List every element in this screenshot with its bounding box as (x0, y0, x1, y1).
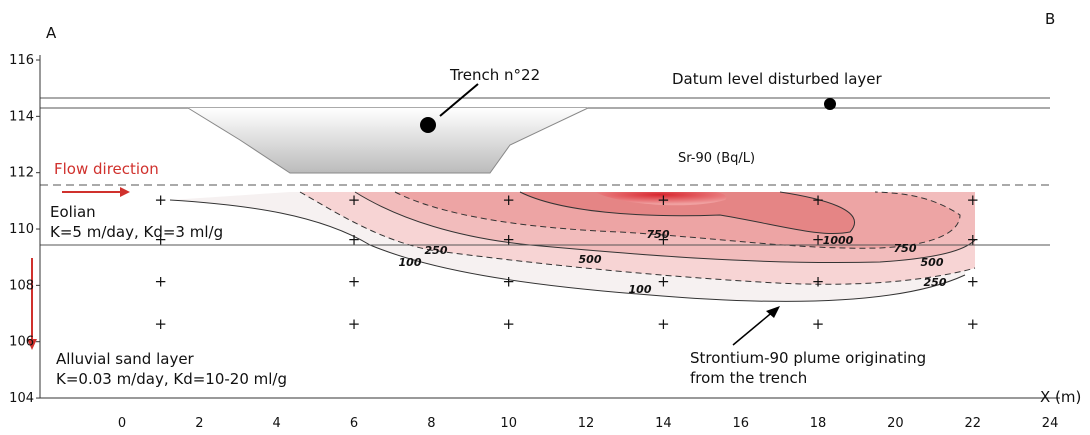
sample-point: + (154, 191, 167, 209)
sample-point: + (812, 191, 825, 209)
y-tick-label: 112 (9, 166, 34, 181)
layer-name: Alluvial sand layer (56, 350, 195, 368)
sample-point: + (348, 191, 361, 209)
trench (187, 107, 589, 174)
datum-dot (824, 98, 836, 110)
contour-label: 250 (425, 244, 448, 257)
y-tick-label: 108 (9, 278, 34, 293)
sample-point: + (812, 315, 825, 333)
x-tick-label: 18 (810, 416, 827, 431)
sample-point: + (502, 273, 515, 291)
y-tick-label: 106 (9, 335, 34, 350)
note: from the trench (690, 369, 807, 387)
corner-label: B (1045, 10, 1055, 28)
note: Strontium-90 plume originating (690, 349, 926, 367)
sample-point: + (502, 191, 515, 209)
trench-label: Trench n°22 (449, 66, 540, 84)
contour-label: 500 (579, 253, 602, 266)
x-tick-label: 12 (578, 416, 595, 431)
sample-point: + (812, 273, 825, 291)
x-tick-label: 20 (887, 416, 904, 431)
sample-point: + (154, 230, 167, 248)
plume-pointer (732, 309, 776, 346)
sample-point: + (657, 230, 670, 248)
units-label: Sr-90 (Bq/L) (678, 151, 755, 166)
sample-point: + (966, 230, 979, 248)
y-tick-label: 104 (9, 391, 34, 406)
sample-point: + (502, 230, 515, 248)
sample-point: + (348, 230, 361, 248)
trench-dot (420, 117, 436, 133)
contour-label: 100 (399, 256, 422, 269)
flow-label: Flow direction (54, 160, 159, 178)
sample-point: + (657, 273, 670, 291)
x-tick-label: 22 (964, 416, 981, 431)
sample-point: + (966, 191, 979, 209)
sample-point: + (966, 315, 979, 333)
x-tick-label: 0 (118, 416, 126, 431)
x-tick-label: 6 (350, 416, 358, 431)
sample-point: + (348, 273, 361, 291)
x-axis-label: X (m) (1040, 388, 1081, 406)
sample-point: + (966, 273, 979, 291)
sample-point: + (348, 315, 361, 333)
arrow-head (120, 187, 130, 197)
contour-label: 500 (921, 256, 944, 269)
sample-point: + (812, 230, 825, 248)
sample-point: + (502, 315, 515, 333)
contour-label: 250 (924, 276, 947, 289)
contour-label: 1000 (823, 234, 854, 247)
contour-label: 750 (894, 242, 917, 255)
sample-point: + (657, 315, 670, 333)
corner-label: A (46, 24, 57, 42)
x-tick-label: 16 (732, 416, 749, 431)
contours (169, 191, 976, 302)
datum-label: Datum level disturbed layer (672, 70, 883, 88)
x-tick-label: 14 (655, 416, 672, 431)
x-tick-label: 4 (273, 416, 281, 431)
contour-label: 100 (629, 283, 652, 296)
contour-label: 750 (647, 228, 670, 241)
plume (170, 192, 975, 302)
sample-point: + (154, 315, 167, 333)
x-tick-label: 8 (427, 416, 435, 431)
sample-point: + (154, 273, 167, 291)
x-tick-label: 10 (500, 416, 517, 431)
layer-params: K=5 m/day, Kd=3 ml/g (50, 223, 223, 241)
y-tick-label: 110 (9, 222, 34, 237)
y-tick-label: 114 (9, 109, 34, 124)
arrow-head (766, 306, 780, 318)
trench-pointer (439, 83, 479, 117)
x-tick-label: 24 (1042, 416, 1059, 431)
layer-params: K=0.03 m/day, Kd=10-20 ml/g (56, 370, 287, 388)
x-tick-label: 2 (195, 416, 203, 431)
layer-name: Eolian (50, 203, 96, 221)
y-tick-label: 116 (9, 53, 34, 68)
sample-points: + + + + + + + + + + + + + + + + + + + + + + + + (154, 191, 979, 333)
arrow-head (27, 339, 37, 350)
sample-point: + (657, 191, 670, 209)
